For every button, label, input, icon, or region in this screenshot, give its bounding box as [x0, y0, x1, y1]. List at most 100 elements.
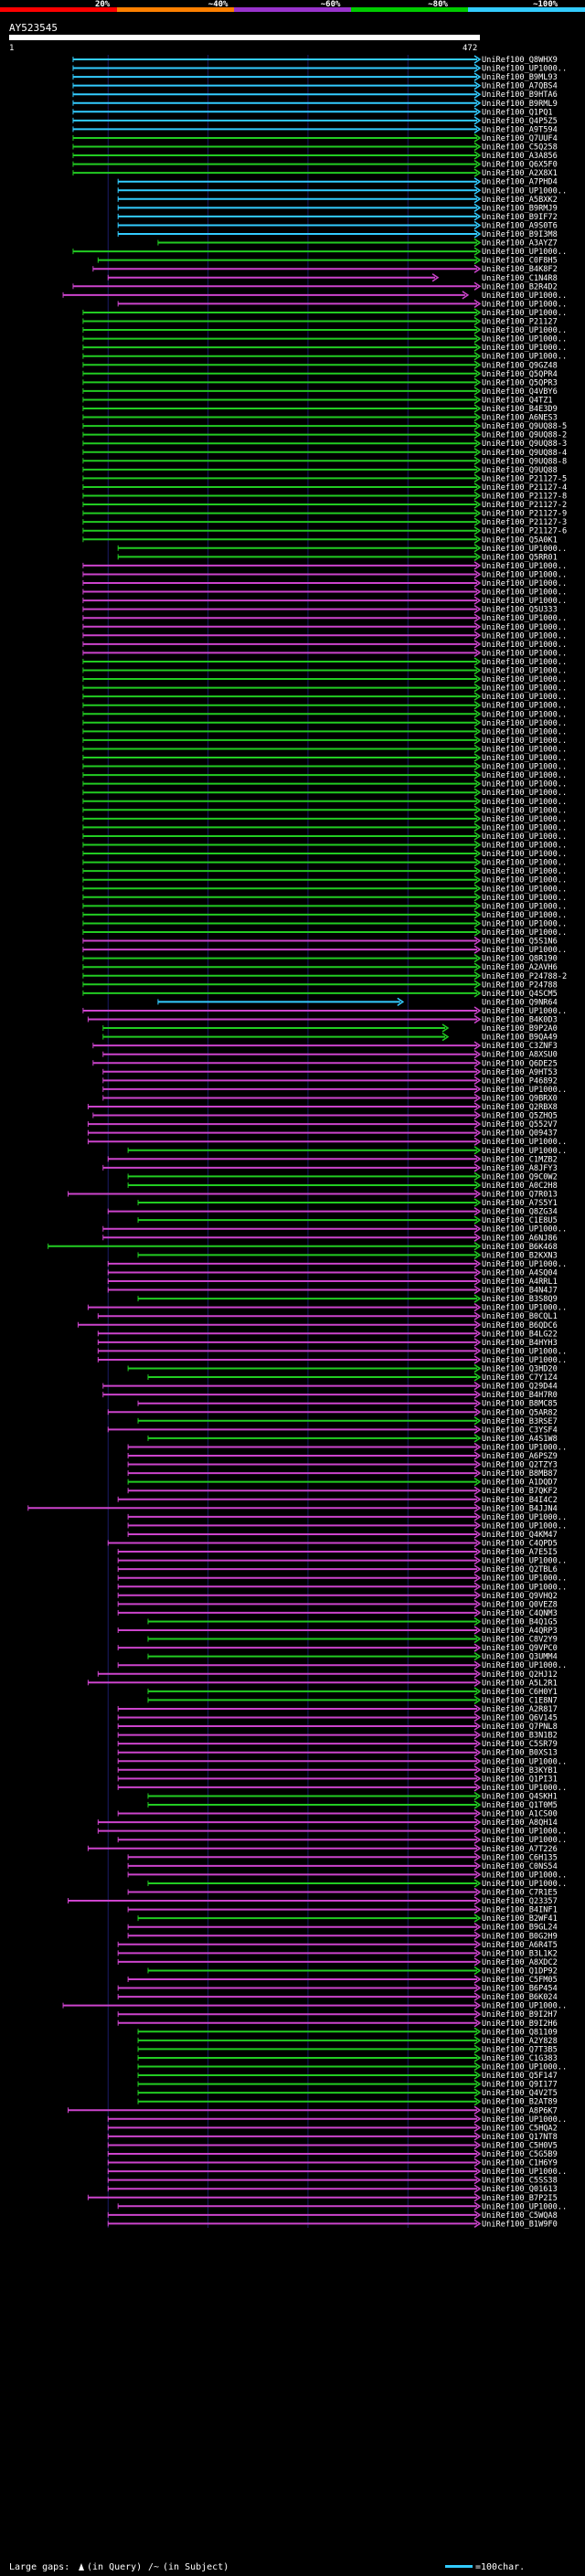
hit-row[interactable]: UniRef100_UP1000.. — [82, 640, 567, 650]
hit-label[interactable]: UniRef100_Q3HD20 — [482, 1365, 558, 1374]
hit-row[interactable]: UniRef100_A5BXK2 — [117, 195, 558, 205]
hit-row[interactable]: UniRef100_B8MC85 — [137, 1399, 558, 1409]
hit-row[interactable]: UniRef100_A6NJ86 — [102, 1233, 558, 1243]
hit-label[interactable]: UniRef100_UP1000.. — [482, 1138, 567, 1147]
hit-row[interactable]: UniRef100_UP1000.. — [82, 665, 567, 676]
hit-row[interactable]: UniRef100_UP1000.. — [82, 692, 567, 702]
hit-label[interactable]: UniRef100_B9QA49 — [482, 1034, 558, 1043]
hit-label[interactable]: UniRef100_UP1000.. — [482, 623, 567, 632]
hit-row[interactable]: UniRef100_A4QRP3 — [117, 1626, 558, 1636]
hit-label[interactable]: UniRef100_UP1000.. — [482, 1784, 567, 1793]
hit-row[interactable]: UniRef100_Q7UUF4 — [72, 133, 558, 143]
hit-label[interactable]: UniRef100_Q09437 — [482, 1129, 558, 1139]
hit-row[interactable]: UniRef100_UP1000.. — [82, 805, 567, 815]
hit-row[interactable]: UniRef100_UP1000.. — [82, 918, 567, 928]
hit-label[interactable]: UniRef100_C5WQA8 — [482, 2211, 558, 2221]
hit-label[interactable]: UniRef100_B4Q1G5 — [482, 1617, 558, 1627]
hit-row[interactable]: UniRef100_A3A856 — [72, 151, 558, 161]
hit-label[interactable]: UniRef100_UP1000.. — [482, 641, 567, 650]
hit-row[interactable]: UniRef100_UP1000.. — [82, 770, 567, 780]
hit-label[interactable]: UniRef100_Q5F147 — [482, 2072, 558, 2081]
hit-row[interactable]: UniRef100_UP1000.. — [82, 596, 567, 606]
hit-label[interactable]: UniRef100_UP1000.. — [482, 597, 567, 606]
hit-row[interactable]: UniRef100_A0C2H8 — [127, 1181, 558, 1191]
hit-label[interactable]: UniRef100_A8XDC2 — [482, 1958, 558, 1967]
hit-label[interactable]: UniRef100_UP1000.. — [482, 649, 567, 658]
hit-row[interactable]: UniRef100_B0XS13 — [117, 1748, 558, 1758]
hit-label[interactable]: UniRef100_A3A856 — [482, 152, 558, 161]
hit-row[interactable]: UniRef100_P21127 — [82, 316, 558, 327]
hit-label[interactable]: UniRef100_UP1000.. — [482, 1443, 567, 1452]
hit-row[interactable]: UniRef100_Q4SCM5 — [82, 989, 558, 999]
hit-row[interactable]: UniRef100_A4S1W8 — [147, 1434, 558, 1444]
hit-row[interactable]: UniRef100_C1E8N7 — [147, 1695, 558, 1705]
hit-row[interactable]: UniRef100_A9S0T6 — [117, 220, 558, 230]
hit-label[interactable]: UniRef100_UP1000.. — [482, 1147, 567, 1156]
hit-row[interactable]: UniRef100_B3KYB1 — [117, 1765, 558, 1776]
hit-label[interactable]: UniRef100_Q2RBX8 — [482, 1103, 558, 1112]
hit-label[interactable]: UniRef100_C0NS54 — [482, 1862, 558, 1871]
hit-label[interactable]: UniRef100_A7QBS4 — [482, 82, 558, 91]
hit-row[interactable]: UniRef100_C0F8H5 — [97, 256, 558, 266]
hit-label[interactable]: UniRef100_Q4SCM5 — [482, 990, 558, 999]
hit-label[interactable]: UniRef100_UP1000.. — [482, 562, 567, 571]
hit-row[interactable]: UniRef100_Q9VHQ2 — [117, 1591, 558, 1601]
hit-label[interactable]: UniRef100_A7T226 — [482, 1845, 558, 1854]
hit-label[interactable]: UniRef100_B3L1K2 — [482, 1949, 558, 1958]
hit-row[interactable]: UniRef100_UP1000.. — [82, 884, 567, 894]
hit-row[interactable]: UniRef100_C3ZNF3 — [92, 1041, 558, 1051]
hit-row[interactable]: UniRef100_UP1000.. — [127, 1521, 567, 1531]
hit-label[interactable]: UniRef100_P21127-8 — [482, 493, 567, 502]
hit-label[interactable]: UniRef100_Q2HJ12 — [482, 1670, 558, 1680]
hit-label[interactable]: UniRef100_Q0VEZ8 — [482, 1600, 558, 1609]
hit-label[interactable]: UniRef100_A0C2H8 — [482, 1182, 558, 1191]
hit-label[interactable]: UniRef100_UP1000.. — [482, 309, 567, 318]
hit-row[interactable]: UniRef100_UP1000.. — [127, 1870, 567, 1880]
hit-label[interactable]: UniRef100_Q9UQ88 — [482, 466, 558, 475]
hit-row[interactable]: UniRef100_UP1000.. — [82, 753, 567, 763]
hit-label[interactable]: UniRef100_UP1000.. — [482, 1574, 567, 1584]
hit-label[interactable]: UniRef100_Q8R190 — [482, 955, 558, 964]
hit-label[interactable]: UniRef100_UP1000.. — [482, 789, 567, 798]
hit-label[interactable]: UniRef100_UP1000.. — [482, 292, 567, 301]
hit-label[interactable]: UniRef100_UP1000.. — [482, 719, 567, 728]
hit-label[interactable]: UniRef100_C4QPD5 — [482, 1540, 558, 1549]
hit-row[interactable]: UniRef100_UP1000.. — [82, 308, 567, 318]
hit-label[interactable]: UniRef100_Q9C0W2 — [482, 1172, 558, 1182]
hit-row[interactable]: UniRef100_UP1000.. — [82, 587, 567, 598]
hit-label[interactable]: UniRef100_C5H0V5 — [482, 2141, 558, 2150]
hit-label[interactable]: UniRef100_C6H0Y1 — [482, 1688, 558, 1697]
hit-label[interactable]: UniRef100_C5FM05 — [482, 1976, 558, 1985]
hit-label[interactable]: UniRef100_UP1000.. — [482, 1880, 567, 1889]
hit-label[interactable]: UniRef100_C3ZNF3 — [482, 1042, 558, 1051]
hit-label[interactable]: UniRef100_UP1000.. — [482, 300, 567, 309]
hit-row[interactable]: UniRef100_P21127-8 — [82, 491, 567, 502]
hit-label[interactable]: UniRef100_B2WF41 — [482, 1914, 558, 1924]
hit-row[interactable]: UniRef100_C5G5B9 — [107, 2149, 558, 2159]
hit-row[interactable]: UniRef100_Q81109 — [137, 2027, 558, 2037]
hit-row[interactable]: UniRef100_UP1000.. — [117, 1660, 567, 1670]
hit-row[interactable]: UniRef100_UP1000.. — [82, 744, 567, 754]
hit-row[interactable]: UniRef100_UP1000.. — [82, 709, 567, 719]
hit-label[interactable]: UniRef100_Q7T3B5 — [482, 2045, 558, 2054]
hit-label[interactable]: UniRef100_P21127-4 — [482, 483, 567, 493]
hit-row[interactable]: UniRef100_A1DQD7 — [127, 1478, 558, 1488]
hit-row[interactable]: UniRef100_C1MZB2 — [107, 1154, 558, 1164]
hit-row[interactable]: UniRef100_UP1000.. — [82, 622, 567, 632]
hit-label[interactable]: UniRef100_Q5U333 — [482, 606, 558, 615]
hit-row[interactable]: UniRef100_UP1000.. — [82, 822, 567, 832]
hit-label[interactable]: UniRef100_A8JFY3 — [482, 1164, 558, 1173]
hit-row[interactable]: UniRef100_P21127-2 — [82, 500, 567, 510]
hit-row[interactable]: UniRef100_B9HTA6 — [72, 90, 558, 100]
hit-label[interactable]: UniRef100_A6R4T5 — [482, 1941, 558, 1950]
hit-row[interactable]: UniRef100_B9P2A0 — [102, 1023, 558, 1034]
hit-label[interactable]: UniRef100_Q4V2T5 — [482, 2089, 558, 2098]
hit-row[interactable]: UniRef100_Q5ZHQ5 — [92, 1110, 558, 1121]
hit-label[interactable]: UniRef100_Q29D44 — [482, 1383, 558, 1392]
hit-row[interactable]: UniRef100_Q5F147 — [137, 2071, 558, 2081]
hit-row[interactable]: UniRef100_Q8R190 — [82, 954, 558, 964]
hit-row[interactable]: UniRef100_B9I2H6 — [117, 2019, 558, 2029]
hit-row[interactable]: UniRef100_UP1000.. — [82, 613, 567, 623]
hit-row[interactable]: UniRef100_UP1000.. — [147, 1879, 567, 1889]
hit-row[interactable]: UniRef100_Q8ZG34 — [107, 1206, 558, 1217]
